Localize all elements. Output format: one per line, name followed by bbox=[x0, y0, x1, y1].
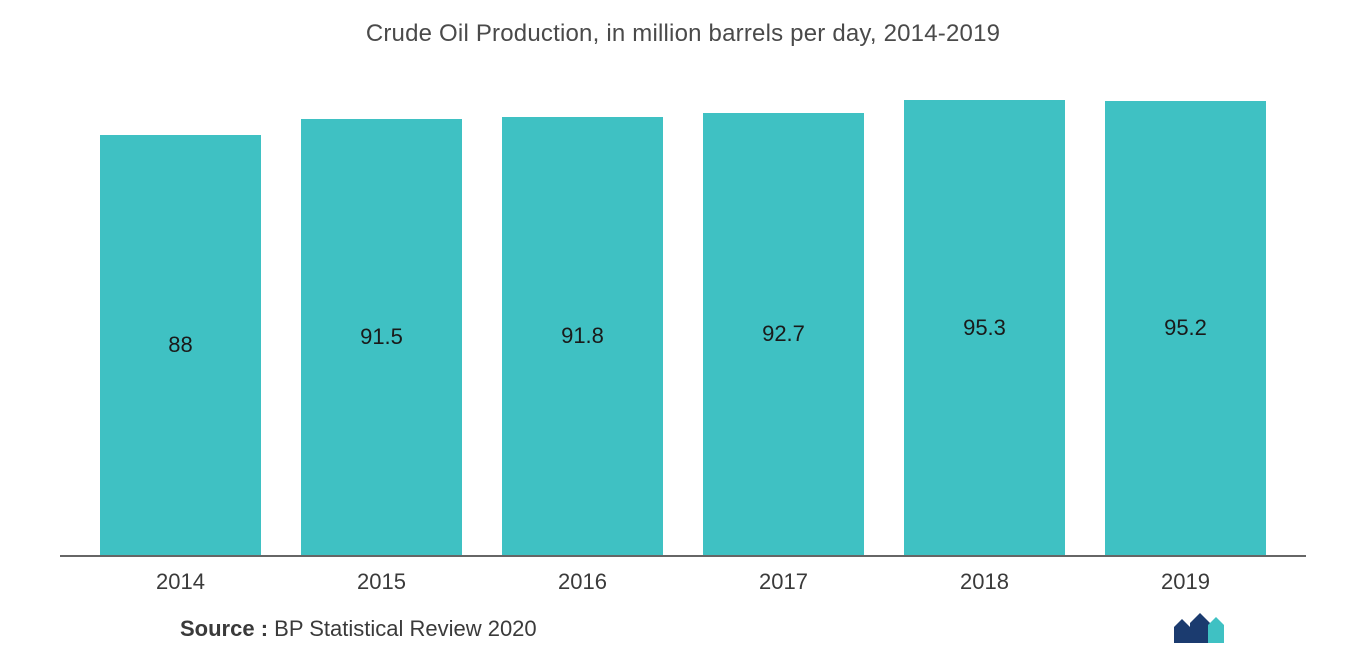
bar-value-label: 88 bbox=[168, 332, 192, 358]
bar-value-label: 91.8 bbox=[561, 323, 604, 349]
bar-value-label: 95.3 bbox=[963, 315, 1006, 341]
x-axis-tick: 2015 bbox=[301, 569, 462, 595]
bar-2016: 91.8 bbox=[502, 117, 663, 555]
x-axis-tick: 2014 bbox=[100, 569, 261, 595]
x-axis-tick: 2016 bbox=[502, 569, 663, 595]
brand-logo-icon bbox=[1172, 613, 1226, 645]
bar-value-label: 95.2 bbox=[1164, 315, 1207, 341]
bar-2017: 92.7 bbox=[703, 113, 864, 555]
x-axis-tick: 2018 bbox=[904, 569, 1065, 595]
bar-group: 91.8 bbox=[502, 78, 663, 555]
bar-2015: 91.5 bbox=[301, 119, 462, 555]
bar-group: 95.3 bbox=[904, 78, 1065, 555]
source-text: BP Statistical Review 2020 bbox=[274, 616, 537, 641]
bar-group: 88 bbox=[100, 78, 261, 555]
source-citation: Source : BP Statistical Review 2020 bbox=[180, 616, 537, 642]
bar-2014: 88 bbox=[100, 135, 261, 555]
bar-group: 92.7 bbox=[703, 78, 864, 555]
bar-value-label: 91.5 bbox=[360, 324, 403, 350]
x-axis-tick: 2017 bbox=[703, 569, 864, 595]
source-prefix: Source : bbox=[180, 616, 274, 641]
bar-2019: 95.2 bbox=[1105, 101, 1266, 555]
x-axis-tick: 2019 bbox=[1105, 569, 1266, 595]
bar-group: 95.2 bbox=[1105, 78, 1266, 555]
chart-plot-area: 88 91.5 91.8 92.7 95.3 95.2 bbox=[60, 78, 1306, 557]
chart-footer: Source : BP Statistical Review 2020 bbox=[60, 613, 1306, 645]
bar-value-label: 92.7 bbox=[762, 321, 805, 347]
x-axis-labels: 2014 2015 2016 2017 2018 2019 bbox=[60, 557, 1306, 595]
bar-group: 91.5 bbox=[301, 78, 462, 555]
bar-2018: 95.3 bbox=[904, 100, 1065, 555]
chart-container: Crude Oil Production, in million barrels… bbox=[0, 0, 1366, 655]
chart-title: Crude Oil Production, in million barrels… bbox=[60, 20, 1306, 48]
